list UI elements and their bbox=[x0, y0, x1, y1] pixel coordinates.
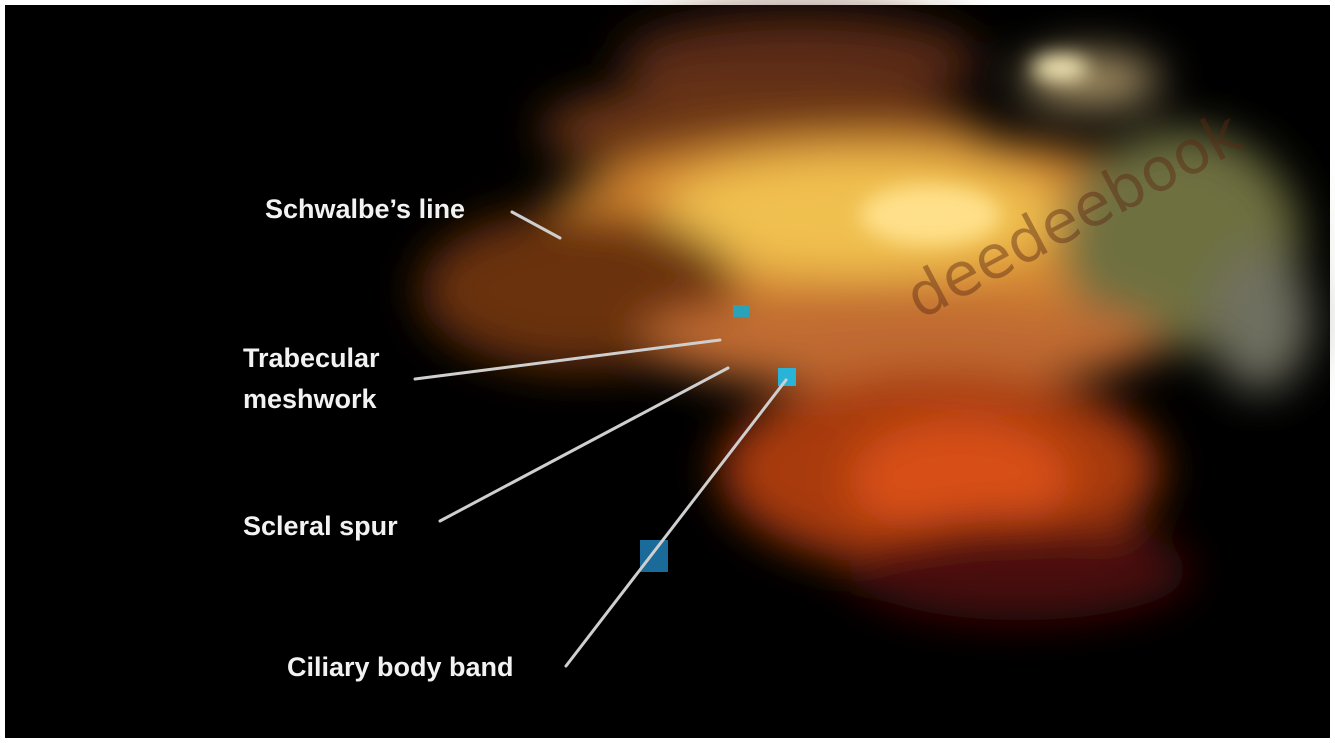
label: Schwalbe’s line bbox=[265, 194, 465, 224]
highlight-spot bbox=[733, 305, 749, 317]
highlight-spot bbox=[778, 368, 796, 386]
label: meshwork bbox=[243, 384, 378, 414]
label: Ciliary body band bbox=[287, 652, 514, 682]
gonioscopy-image: deedeebook Schwalbe’s line Trabecular me… bbox=[0, 0, 1335, 743]
label: Trabecular bbox=[243, 343, 380, 373]
page: deedeebook Schwalbe’s line Trabecular me… bbox=[0, 0, 1335, 743]
label: Scleral spur bbox=[243, 511, 398, 541]
highlight-spot bbox=[640, 540, 668, 572]
